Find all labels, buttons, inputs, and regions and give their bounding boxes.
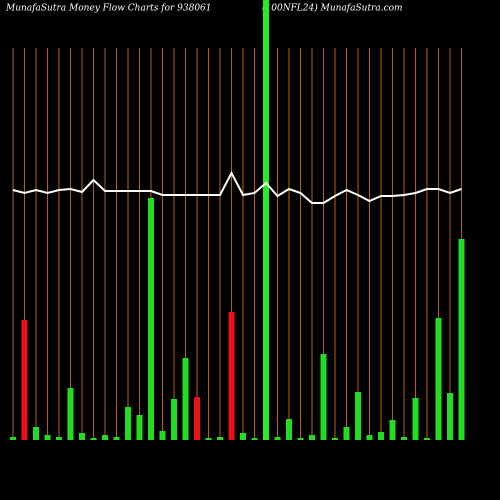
bar: [90, 438, 97, 440]
bar: [447, 393, 453, 440]
bar: [148, 198, 154, 440]
bar: [412, 398, 419, 440]
bar: [194, 397, 200, 440]
bar: [343, 427, 350, 440]
bar: [113, 437, 120, 440]
bar: [136, 415, 143, 440]
bar: [240, 433, 246, 440]
bar: [389, 420, 396, 440]
bar: [274, 437, 281, 440]
bar: [309, 435, 315, 440]
bar: [228, 312, 235, 440]
bar: [355, 392, 361, 440]
bar: [67, 388, 74, 440]
bar: [33, 427, 39, 440]
bar: [79, 433, 85, 440]
bar: [263, 0, 269, 440]
bar: [171, 399, 177, 440]
bar: [320, 354, 327, 440]
bar: [205, 438, 212, 440]
bar: [286, 419, 292, 440]
bar: [458, 239, 465, 440]
bar: [21, 320, 28, 440]
chart-subtitle: (100NFL24) MunafaSutra.com: [262, 3, 403, 14]
bar: [102, 435, 108, 440]
bar: [297, 438, 304, 440]
bar: [10, 437, 16, 440]
bar: [125, 407, 131, 440]
bar: [435, 318, 442, 440]
bar: [366, 435, 373, 440]
bar: [217, 437, 223, 440]
bar: [401, 437, 407, 440]
chart-title: MunafaSutra Money Flow Charts for 938061: [5, 4, 212, 14]
bar: [159, 431, 166, 440]
price-line: [12, 170, 462, 204]
bar: [56, 437, 62, 440]
bar: [251, 438, 258, 440]
bar: [182, 358, 189, 440]
bar: [378, 432, 384, 440]
bar: [332, 438, 338, 440]
bar: [424, 438, 430, 440]
bar: [44, 435, 51, 440]
